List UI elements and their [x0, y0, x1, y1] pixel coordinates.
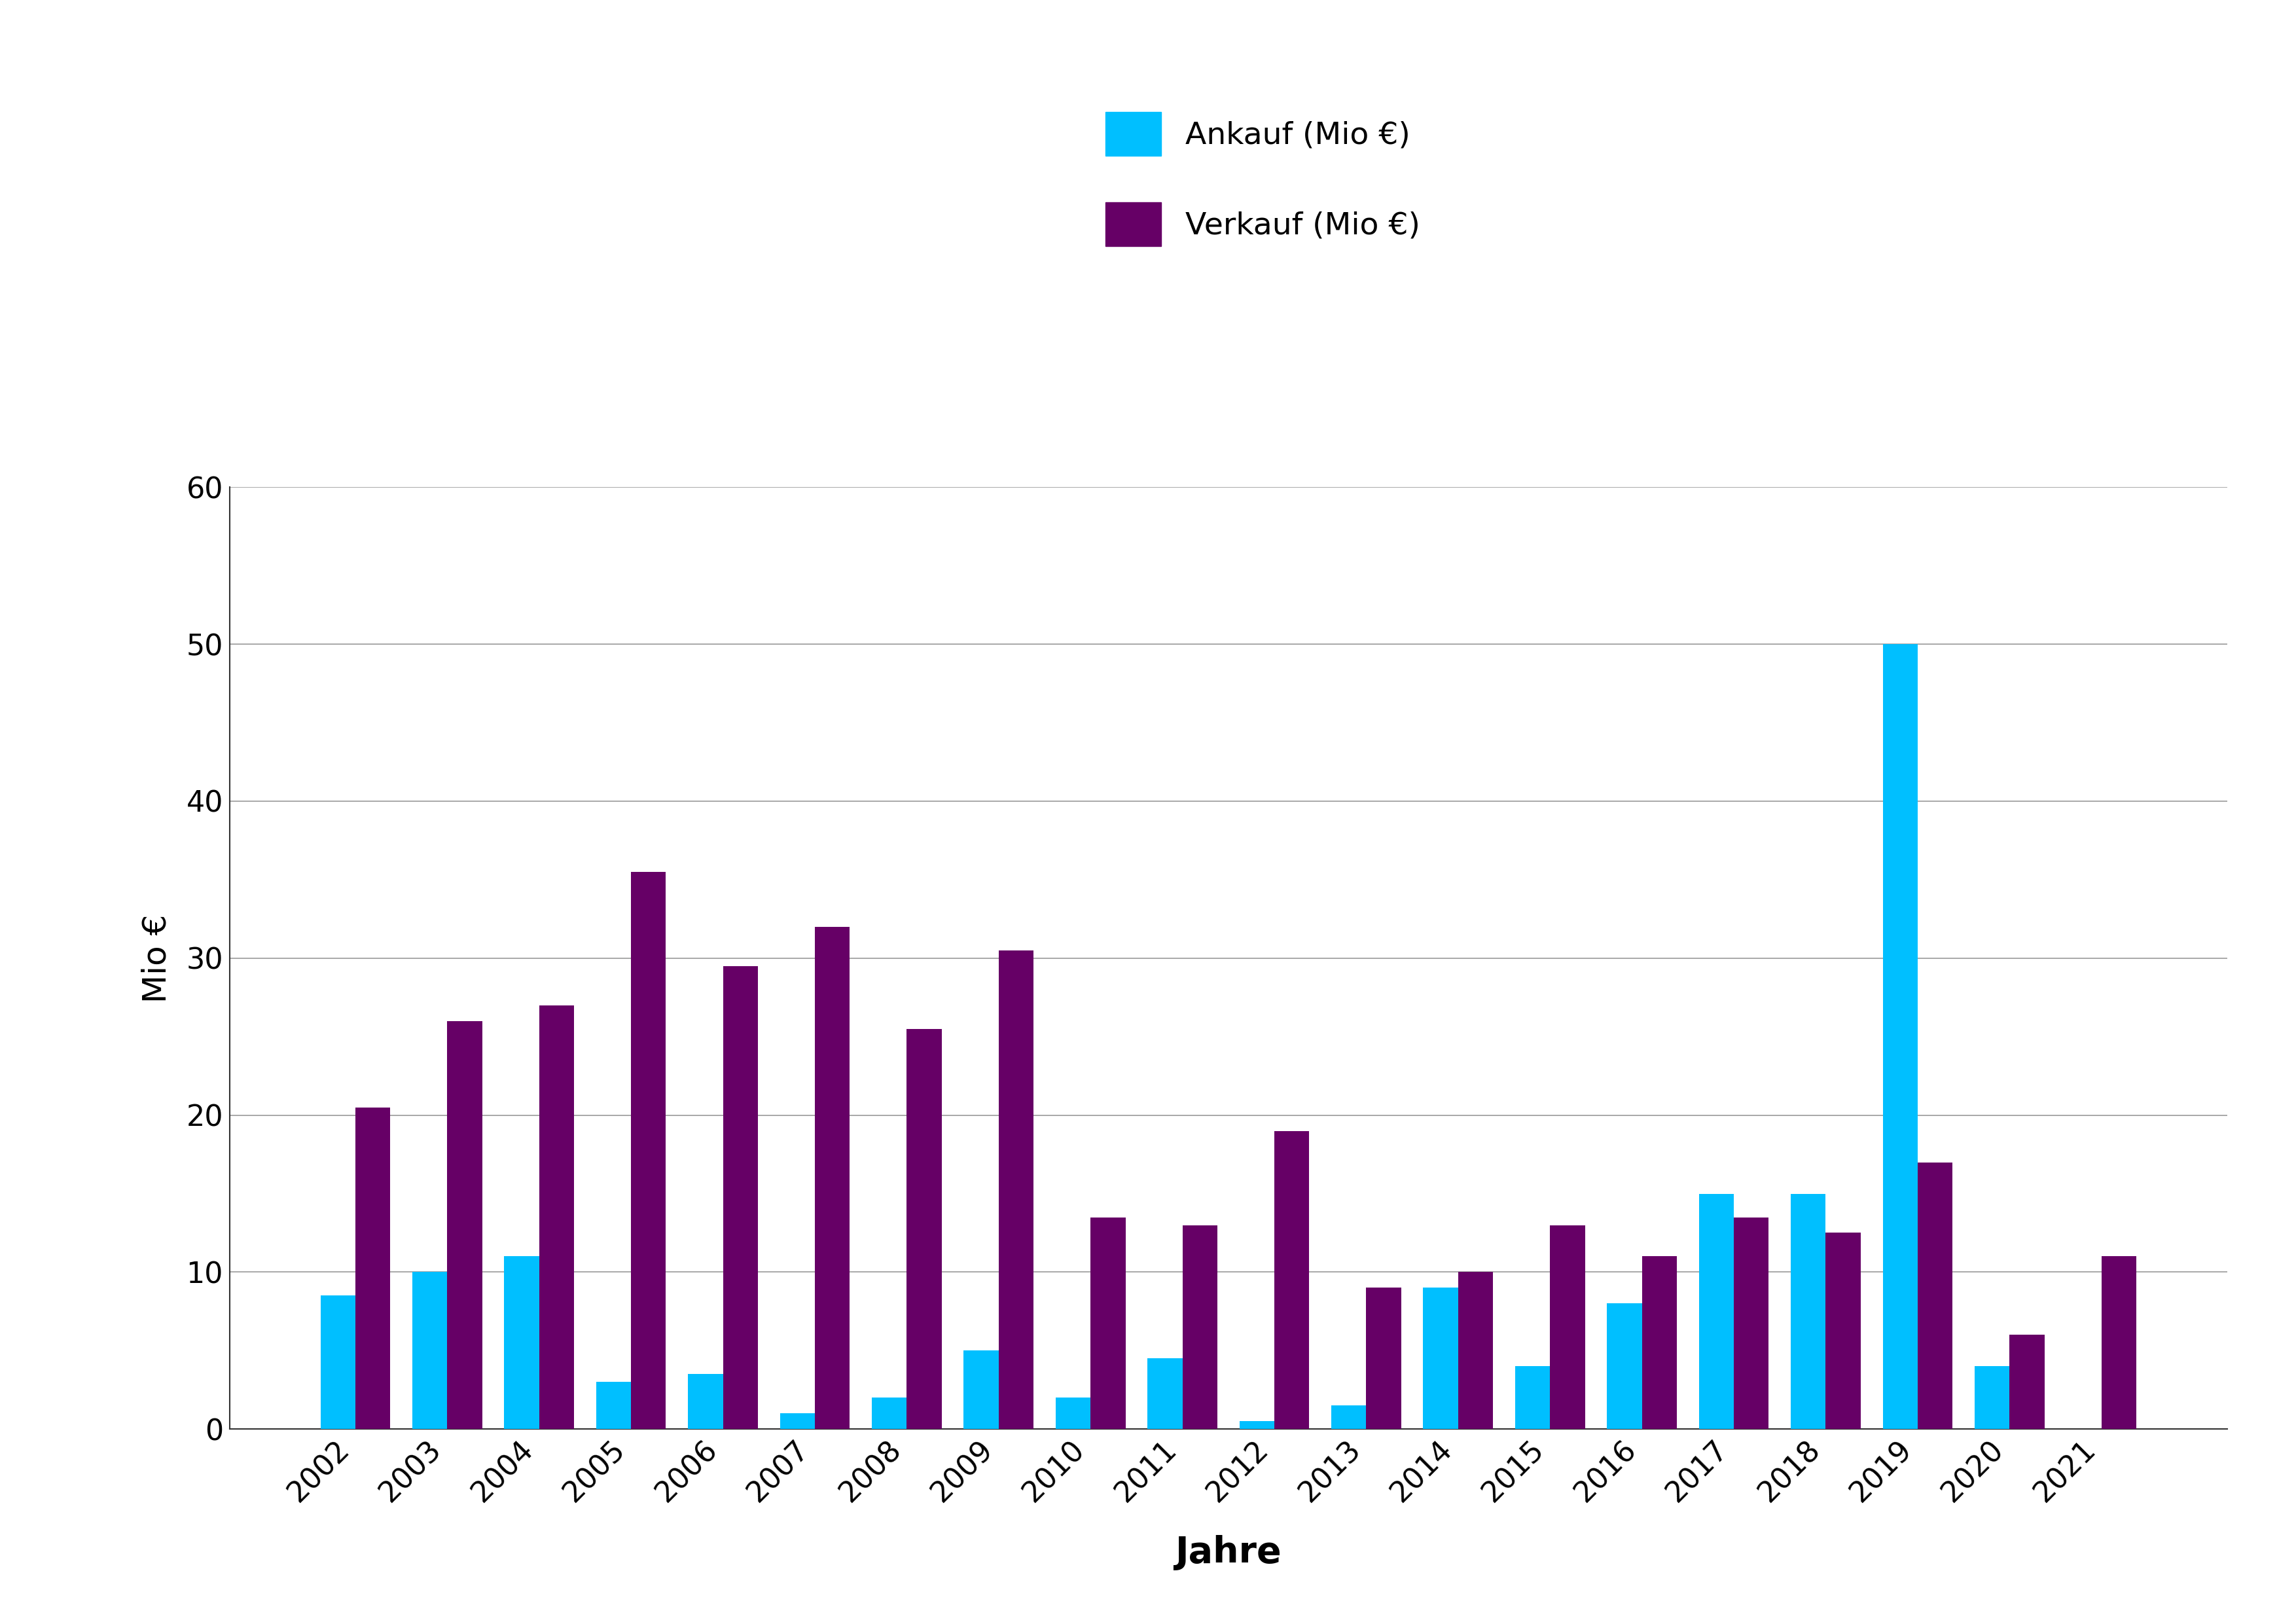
Bar	[1091, 1218, 1125, 1429]
Bar	[1240, 1421, 1274, 1429]
Bar	[631, 872, 666, 1429]
Y-axis label: Mio €: Mio €	[140, 914, 172, 1002]
Bar	[1825, 1233, 1860, 1429]
Bar	[1550, 1224, 1584, 1429]
Bar	[815, 927, 850, 1429]
Bar	[1733, 1218, 1768, 1429]
Bar	[1975, 1366, 2009, 1429]
Bar	[1458, 1272, 1492, 1429]
Bar	[505, 1257, 540, 1429]
Bar	[1332, 1406, 1366, 1429]
Bar	[907, 1030, 941, 1429]
Bar	[1642, 1257, 1676, 1429]
Bar	[1424, 1288, 1458, 1429]
Bar	[964, 1351, 999, 1429]
Bar	[1148, 1358, 1182, 1429]
Bar	[1791, 1194, 1825, 1429]
Bar	[1917, 1163, 1952, 1429]
Bar	[2101, 1257, 2135, 1429]
Bar	[1366, 1288, 1401, 1429]
Bar	[1274, 1130, 1309, 1429]
Bar	[1056, 1398, 1091, 1429]
Bar	[723, 966, 758, 1429]
Bar	[356, 1108, 390, 1429]
Bar	[413, 1272, 448, 1429]
Bar	[689, 1374, 723, 1429]
Bar	[1515, 1366, 1550, 1429]
Bar	[872, 1398, 907, 1429]
X-axis label: Jahre: Jahre	[1176, 1535, 1281, 1570]
Bar	[597, 1382, 631, 1429]
Bar	[1182, 1224, 1217, 1429]
Bar	[448, 1021, 482, 1429]
Bar	[321, 1296, 356, 1429]
Bar	[2009, 1335, 2043, 1429]
Bar	[999, 950, 1033, 1429]
Bar	[1883, 645, 1917, 1429]
Bar	[540, 1005, 574, 1429]
Legend: Ankauf (Mio €), Verkauf (Mio €): Ankauf (Mio €), Verkauf (Mio €)	[1091, 97, 1435, 261]
Bar	[781, 1413, 815, 1429]
Bar	[1699, 1194, 1733, 1429]
Bar	[1607, 1304, 1642, 1429]
